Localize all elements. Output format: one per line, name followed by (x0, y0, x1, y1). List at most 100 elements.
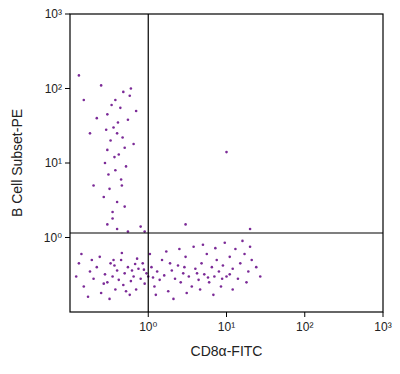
point (167, 290, 170, 293)
point (102, 196, 105, 199)
point (122, 284, 125, 287)
point (161, 259, 164, 262)
point (259, 275, 262, 278)
point (150, 266, 153, 269)
point (108, 298, 111, 301)
point (249, 228, 252, 231)
point (141, 262, 144, 265)
point (203, 273, 206, 276)
point (250, 259, 253, 262)
point (199, 288, 202, 291)
point (121, 136, 124, 139)
point (222, 264, 225, 267)
point (212, 294, 215, 297)
point (95, 266, 98, 269)
point (134, 263, 137, 266)
point (111, 275, 114, 278)
point (221, 277, 224, 280)
point (214, 247, 217, 250)
point (194, 268, 197, 271)
gate-line-x (148, 14, 149, 312)
point (104, 273, 107, 276)
point (218, 270, 221, 273)
point (231, 268, 234, 271)
point (95, 117, 98, 120)
point (117, 153, 120, 156)
point (225, 151, 228, 154)
point (130, 280, 133, 283)
point (112, 126, 115, 129)
point (139, 277, 142, 280)
y-tick (65, 163, 70, 164)
point (121, 184, 124, 187)
point (80, 253, 83, 256)
y-tick (65, 88, 70, 89)
point (123, 146, 126, 149)
point (182, 272, 185, 275)
point (128, 294, 131, 297)
point (89, 270, 92, 273)
point (208, 281, 211, 284)
point (116, 132, 119, 135)
point (123, 272, 126, 275)
point (119, 107, 122, 110)
point (137, 268, 140, 271)
x-tick (304, 312, 305, 317)
point (117, 121, 120, 124)
points (75, 74, 262, 300)
point (120, 178, 123, 181)
point (82, 99, 85, 102)
point (247, 270, 250, 273)
point (132, 143, 135, 146)
point (100, 84, 103, 87)
point (102, 282, 105, 285)
point (107, 173, 110, 176)
point (136, 257, 139, 260)
point (223, 241, 226, 244)
point (120, 259, 123, 262)
point (206, 253, 209, 256)
gates (70, 14, 383, 312)
point (249, 246, 252, 249)
gate-line-y (70, 232, 383, 233)
point (184, 223, 187, 226)
chart: 10⁰10¹10²10³10⁰10¹10²10³CD8α-FITCB Cell … (0, 0, 400, 374)
point (143, 282, 146, 285)
y-tick (65, 237, 70, 238)
point (196, 272, 199, 275)
point (127, 266, 130, 269)
x-tick-label: 10³ (374, 320, 391, 334)
point (163, 274, 166, 277)
point (106, 149, 109, 152)
point (149, 253, 152, 256)
point (243, 253, 246, 256)
point (190, 285, 193, 288)
point (106, 113, 109, 116)
point (108, 188, 111, 191)
point (145, 272, 148, 275)
point (98, 256, 101, 259)
point (128, 94, 131, 97)
point (116, 228, 119, 231)
point (122, 91, 125, 94)
point (211, 266, 214, 269)
point (116, 201, 119, 204)
point (113, 264, 116, 267)
point (234, 248, 237, 251)
plot-frame (70, 14, 383, 312)
point (92, 277, 95, 280)
point (237, 277, 240, 280)
point (202, 243, 205, 246)
point (127, 119, 130, 122)
x-tick-label: 10² (296, 320, 313, 334)
point (114, 169, 117, 172)
point (178, 248, 181, 251)
point (179, 281, 182, 284)
point (213, 275, 216, 278)
point (192, 246, 195, 249)
point (200, 262, 203, 265)
point (184, 256, 187, 259)
y-tick-label: 10¹ (45, 156, 62, 170)
point (91, 259, 94, 262)
point (155, 294, 158, 297)
